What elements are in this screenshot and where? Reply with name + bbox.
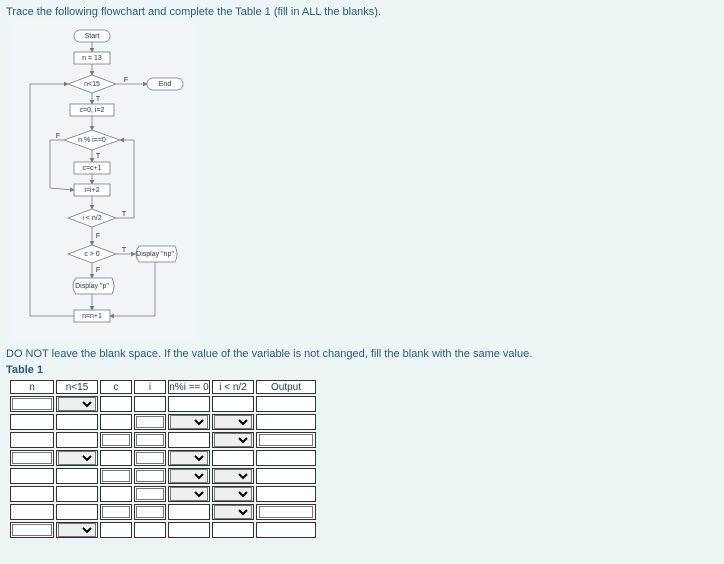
- note-text: DO NOT leave the blank space. If the val…: [6, 348, 718, 360]
- table-row: [10, 450, 316, 466]
- value-input[interactable]: [102, 506, 130, 518]
- value-input[interactable]: [136, 470, 164, 482]
- fc-edge-label: T: [96, 96, 101, 103]
- fc-edge-label: T: [122, 211, 127, 218]
- value-input[interactable]: [136, 452, 164, 464]
- table-row: [10, 432, 316, 448]
- fc-node-label: End: [159, 81, 172, 88]
- fc-edge-label: F: [124, 77, 128, 84]
- fc-node-label: n<15: [84, 81, 100, 88]
- fc-node-label: i=i+2: [84, 187, 99, 194]
- fc-edge: [50, 140, 74, 190]
- value-input[interactable]: [259, 434, 314, 446]
- value-input[interactable]: [12, 524, 51, 536]
- value-select[interactable]: [214, 469, 252, 483]
- value-input[interactable]: [102, 434, 130, 446]
- value-select[interactable]: [170, 469, 208, 483]
- value-input[interactable]: [12, 452, 51, 464]
- value-select[interactable]: [58, 523, 96, 537]
- table-row: [10, 414, 316, 430]
- col-header: c: [100, 380, 132, 394]
- value-select[interactable]: [170, 451, 208, 465]
- fc-node-label: n % i==0: [78, 137, 106, 144]
- table-title: Table 1: [6, 364, 718, 376]
- value-select[interactable]: [58, 451, 96, 465]
- col-header: i < n/2: [212, 380, 254, 394]
- fc-node-label: n = 13: [82, 55, 102, 62]
- col-header: n%i == 0: [168, 380, 210, 394]
- table-row: [10, 396, 316, 412]
- value-input[interactable]: [12, 398, 51, 410]
- fc-node-label: i < n/2: [82, 215, 101, 222]
- fc-node-label: Display "np": [136, 251, 174, 258]
- col-header: Output: [256, 380, 316, 394]
- value-select[interactable]: [58, 397, 96, 411]
- fc-edge: [116, 140, 134, 218]
- fc-node-label: Start: [85, 33, 100, 40]
- flowchart-svg: F T F T T F T F Start n = 13 n<15 End c=0, i=2 n % i=…: [10, 22, 194, 342]
- value-select[interactable]: [214, 433, 252, 447]
- fc-edge: [110, 262, 155, 316]
- fc-edge-label: F: [56, 133, 60, 140]
- fc-node-label: c=c+1: [82, 165, 101, 172]
- fc-edge: [30, 84, 74, 316]
- value-select[interactable]: [170, 487, 208, 501]
- fc-node-label: c > 0: [84, 251, 99, 258]
- trace-table: nn<15cin%i == 0i < n/2Output: [8, 378, 318, 540]
- fc-node-label: n=n+1: [82, 313, 102, 320]
- fc-node-label: Display "p": [75, 283, 109, 290]
- fc-edge-label: T: [122, 247, 127, 254]
- table-row: [10, 504, 316, 520]
- value-select[interactable]: [214, 415, 252, 429]
- fc-node-label: c=0, i=2: [80, 107, 105, 114]
- col-header: i: [134, 380, 166, 394]
- value-input[interactable]: [136, 488, 164, 500]
- value-select[interactable]: [214, 487, 252, 501]
- value-input[interactable]: [136, 434, 164, 446]
- instruction-text: Trace the following flowchart and comple…: [6, 6, 718, 18]
- fc-edge-label: F: [96, 267, 100, 274]
- value-input[interactable]: [259, 506, 314, 518]
- value-select[interactable]: [214, 505, 252, 519]
- value-input[interactable]: [136, 416, 164, 428]
- value-select[interactable]: [170, 415, 208, 429]
- fc-edge-label: T: [96, 153, 101, 160]
- col-header: n: [10, 380, 54, 394]
- flowchart-panel: F T F T T F T F Start n = 13 n<15 End c=0, i=2 n % i=…: [10, 22, 194, 342]
- table-row: [10, 522, 316, 538]
- value-input[interactable]: [136, 506, 164, 518]
- col-header: n<15: [56, 380, 98, 394]
- table-row: [10, 486, 316, 502]
- fc-edge-label: F: [96, 233, 100, 240]
- table-row: [10, 468, 316, 484]
- value-input[interactable]: [102, 470, 130, 482]
